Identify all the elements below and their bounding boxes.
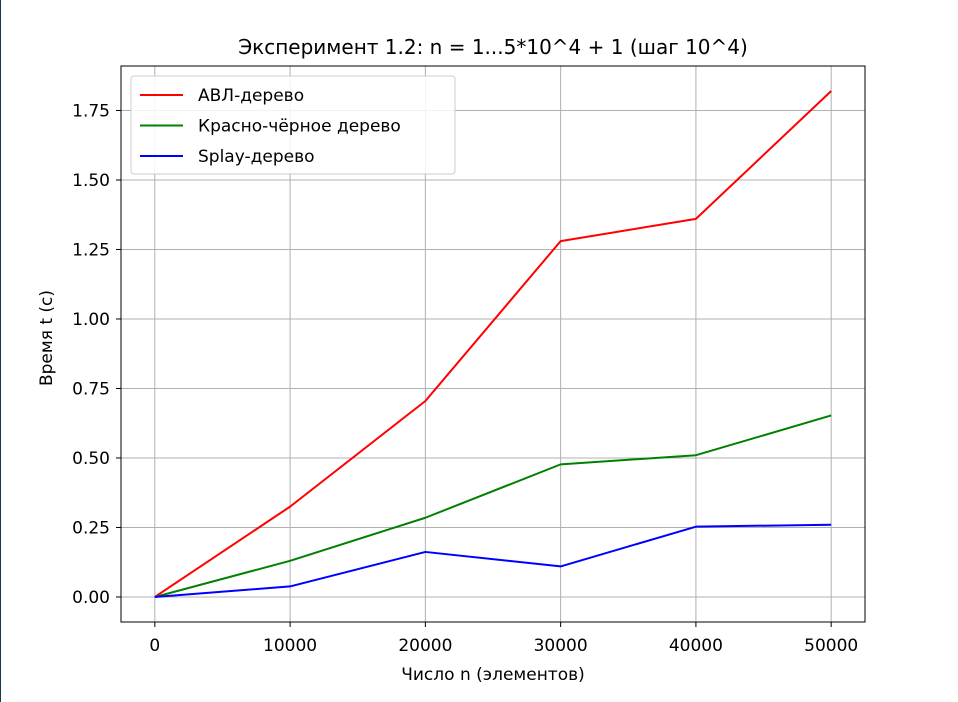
y-tick-label: 1.75 (72, 101, 110, 121)
legend-label: Красно-чёрное дерево (198, 117, 401, 137)
series-line-2 (154, 414, 832, 598)
x-axis-title: Число n (элементов) (401, 665, 585, 685)
axis-ticks: 0 10000 20000 30000 40000 50000 0.00 0.25 0.50 0.… (72, 101, 858, 656)
x-tick-label: 0 (149, 636, 160, 656)
legend: АВЛ-дерево Красно-чёрное дерево Splay-дере… (130, 75, 456, 175)
legend-label: АВЛ-дерево (198, 86, 304, 106)
y-tick-label: 0.25 (72, 518, 110, 538)
y-axis-title: Время t (c) (37, 290, 57, 386)
y-tick-label: 1.25 (72, 240, 110, 260)
y-tick-label: 0.75 (72, 379, 110, 399)
y-tick-label: 1.50 (72, 171, 110, 191)
legend-label: Splay-дерево (198, 147, 315, 167)
chart-title: Эксперимент 1.2: n = 1...5*10^4 + 1 (шаг… (238, 35, 748, 59)
series-line-3 (154, 523, 832, 598)
y-tick-label: 0.00 (72, 588, 110, 608)
y-tick-label: 0.50 (72, 449, 110, 469)
x-tick-label: 10000 (263, 636, 317, 656)
x-tick-label: 30000 (534, 636, 588, 656)
legend-box (130, 75, 456, 175)
series-lines (154, 90, 832, 598)
plot-frame (120, 65, 866, 623)
x-tick-label: 20000 (398, 636, 452, 656)
x-tick-label: 40000 (669, 636, 723, 656)
x-tick-label: 50000 (804, 636, 858, 656)
left-edge-strip (0, 0, 1, 702)
y-tick-label: 1.00 (72, 310, 110, 330)
series-line-1 (154, 90, 832, 598)
